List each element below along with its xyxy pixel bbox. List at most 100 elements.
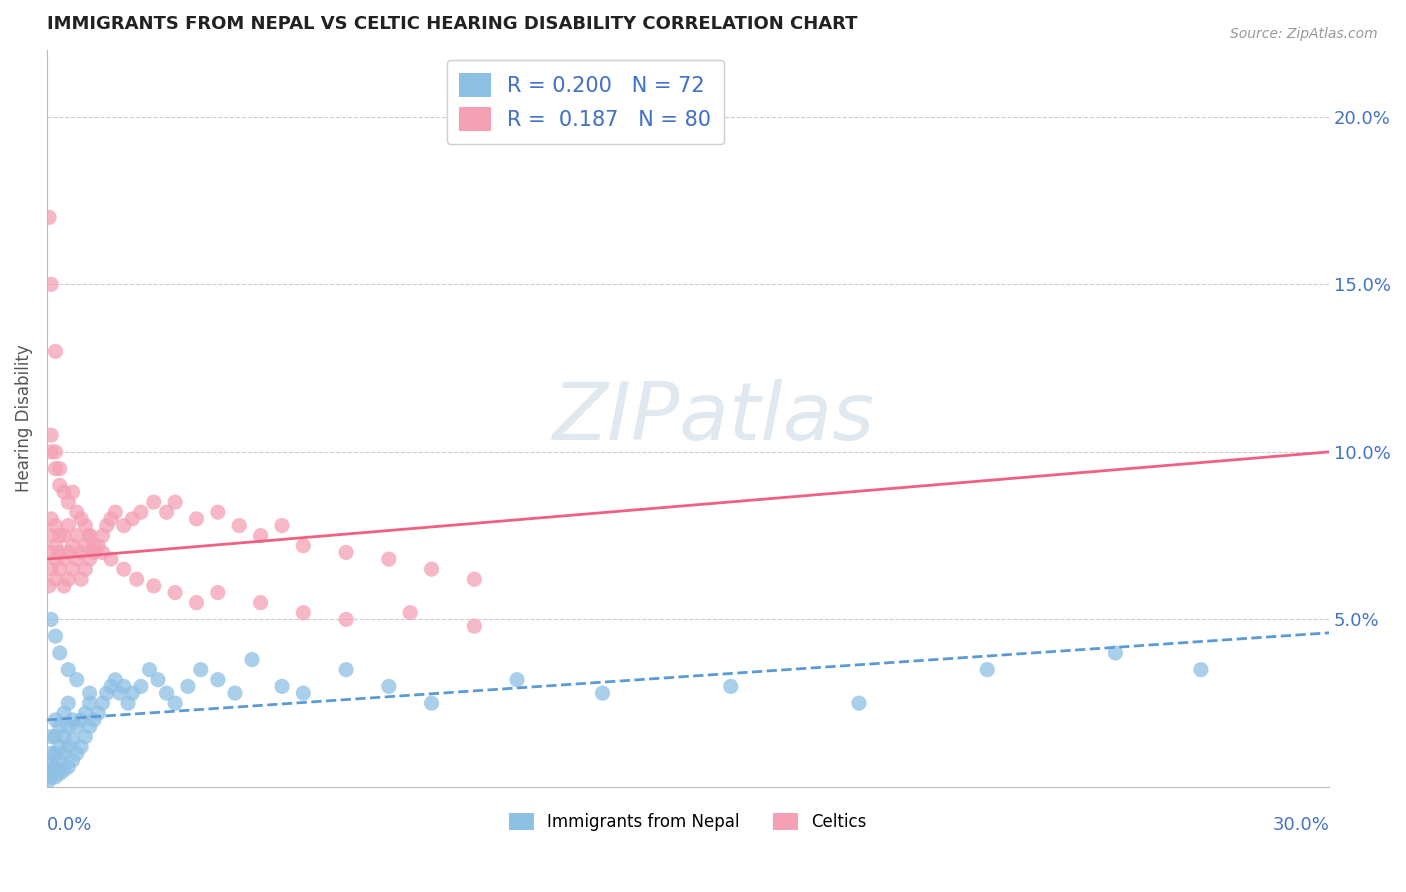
- Point: [44, 344, 66, 359]
- Point: [224, 686, 246, 700]
- Point: [44, 539, 66, 553]
- Point: [378, 680, 401, 694]
- Point: [165, 585, 187, 599]
- Point: [91, 696, 114, 710]
- Point: [62, 713, 84, 727]
- Point: [104, 673, 127, 687]
- Point: [58, 739, 80, 754]
- Point: [39, 445, 62, 459]
- Point: [190, 663, 212, 677]
- Point: [48, 720, 70, 734]
- Point: [75, 562, 97, 576]
- Text: IMMIGRANTS FROM NEPAL VS CELTIC HEARING DISABILITY CORRELATION CHART: IMMIGRANTS FROM NEPAL VS CELTIC HEARING …: [46, 15, 858, 33]
- Point: [66, 505, 89, 519]
- Point: [53, 763, 76, 777]
- Point: [58, 663, 80, 677]
- Point: [108, 686, 131, 700]
- Point: [39, 747, 62, 761]
- Point: [70, 739, 93, 754]
- Point: [207, 505, 229, 519]
- Point: [44, 552, 66, 566]
- Point: [142, 579, 165, 593]
- Point: [39, 770, 62, 784]
- Point: [70, 572, 93, 586]
- Point: [44, 518, 66, 533]
- Point: [848, 696, 870, 710]
- Point: [39, 428, 62, 442]
- Point: [100, 552, 122, 566]
- Point: [165, 696, 187, 710]
- Point: [48, 646, 70, 660]
- Point: [58, 572, 80, 586]
- Point: [378, 552, 401, 566]
- Point: [66, 747, 89, 761]
- Point: [207, 673, 229, 687]
- Point: [271, 680, 294, 694]
- Point: [70, 713, 93, 727]
- Point: [48, 545, 70, 559]
- Point: [66, 720, 89, 734]
- Point: [79, 528, 101, 542]
- Point: [207, 585, 229, 599]
- Point: [48, 562, 70, 576]
- Point: [66, 673, 89, 687]
- Point: [39, 528, 62, 542]
- Point: [39, 730, 62, 744]
- Point: [39, 512, 62, 526]
- Point: [121, 686, 143, 700]
- Point: [125, 572, 148, 586]
- Point: [39, 763, 62, 777]
- Point: [100, 512, 122, 526]
- Point: [53, 747, 76, 761]
- Point: [87, 706, 110, 721]
- Point: [720, 680, 742, 694]
- Point: [117, 696, 139, 710]
- Point: [79, 696, 101, 710]
- Point: [91, 545, 114, 559]
- Point: [1189, 663, 1212, 677]
- Point: [399, 606, 422, 620]
- Point: [44, 572, 66, 586]
- Point: [335, 545, 357, 559]
- Point: [66, 528, 89, 542]
- Point: [62, 562, 84, 576]
- Point: [53, 528, 76, 542]
- Point: [271, 518, 294, 533]
- Point: [79, 528, 101, 542]
- Legend: R = 0.200   N = 72, R =  0.187   N = 80: R = 0.200 N = 72, R = 0.187 N = 80: [447, 61, 724, 144]
- Point: [165, 495, 187, 509]
- Point: [58, 545, 80, 559]
- Point: [39, 562, 62, 576]
- Text: Source: ZipAtlas.com: Source: ZipAtlas.com: [1230, 27, 1378, 41]
- Point: [53, 552, 76, 566]
- Text: ZIPatlas: ZIPatlas: [553, 379, 875, 458]
- Point: [48, 461, 70, 475]
- Point: [48, 478, 70, 492]
- Point: [39, 612, 62, 626]
- Point: [129, 505, 152, 519]
- Point: [75, 730, 97, 744]
- Text: 0.0%: 0.0%: [46, 816, 93, 834]
- Point: [44, 713, 66, 727]
- Point: [100, 680, 122, 694]
- Point: [48, 766, 70, 780]
- Point: [44, 760, 66, 774]
- Point: [79, 686, 101, 700]
- Point: [155, 505, 177, 519]
- Point: [592, 686, 614, 700]
- Point: [240, 652, 263, 666]
- Point: [91, 528, 114, 542]
- Point: [129, 680, 152, 694]
- Point: [96, 686, 118, 700]
- Point: [58, 495, 80, 509]
- Point: [186, 596, 208, 610]
- Point: [420, 562, 443, 576]
- Point: [39, 756, 62, 771]
- Point: [53, 485, 76, 500]
- Point: [75, 539, 97, 553]
- Point: [62, 733, 84, 747]
- Point: [292, 686, 315, 700]
- Point: [38, 579, 60, 593]
- Point: [58, 696, 80, 710]
- Point: [186, 512, 208, 526]
